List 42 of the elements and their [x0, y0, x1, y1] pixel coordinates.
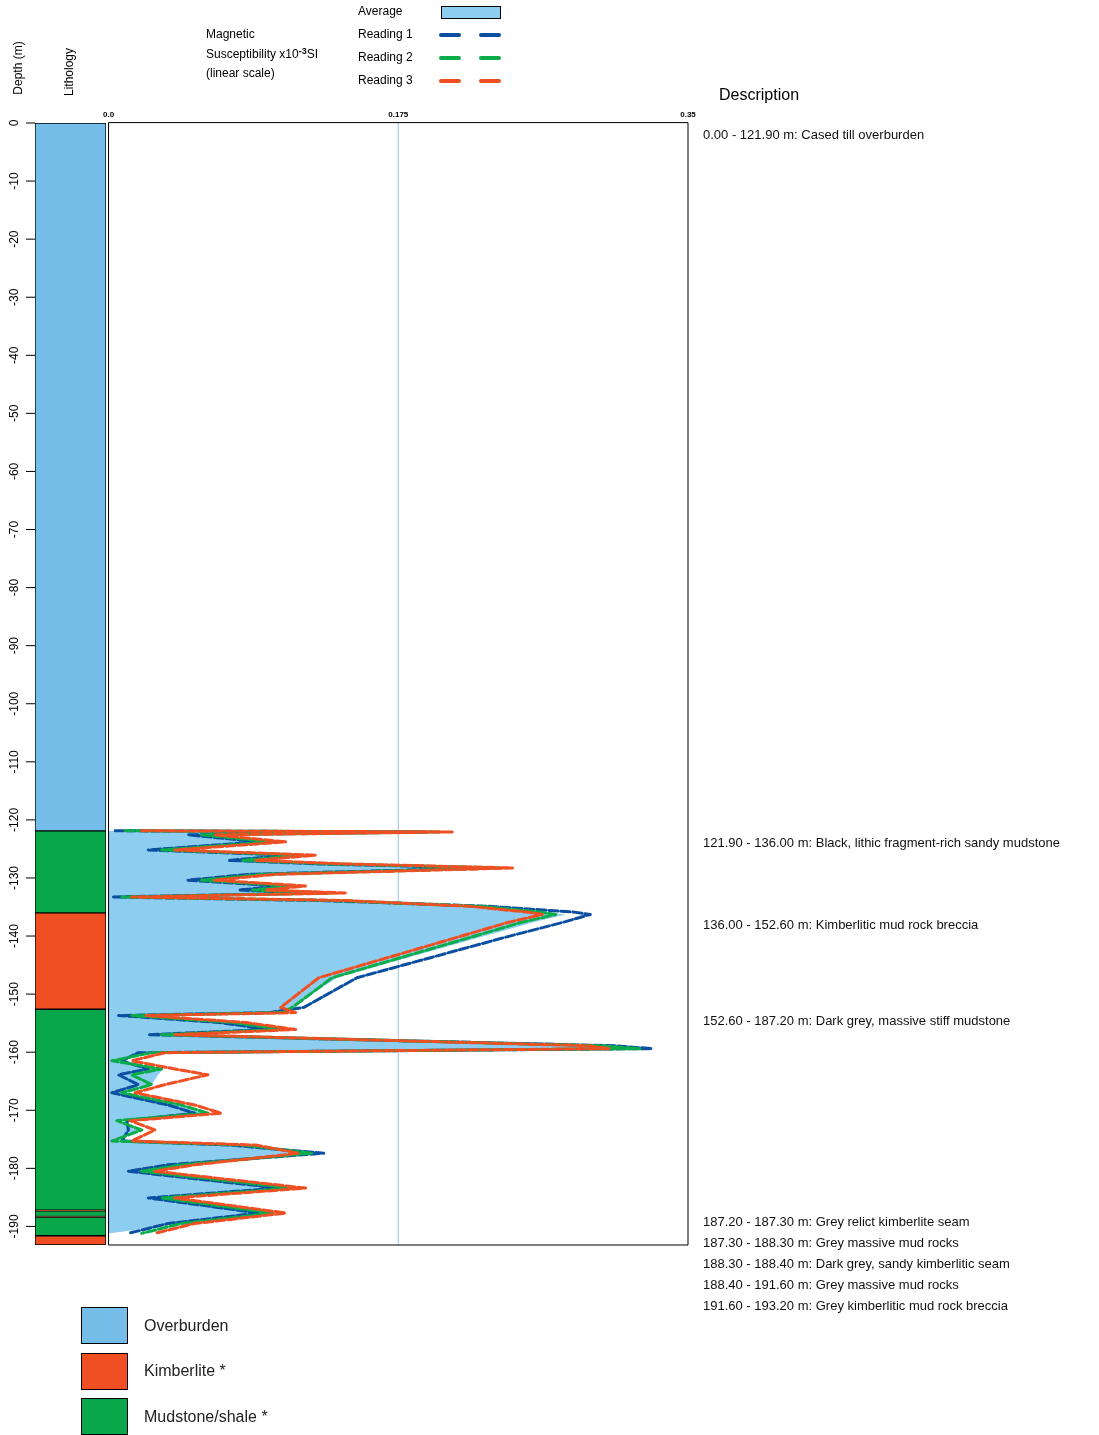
legend-label: Mudstone/shale *: [144, 1407, 268, 1426]
y-tick-label: -20: [7, 230, 22, 248]
text: 187.30 - 188.30 m: Grey massive mud rocks: [703, 1235, 959, 1251]
text: 187.20 - 187.30 m: Grey relict kimberlite seam: [703, 1214, 970, 1230]
text: 188.30 - 188.40 m: Dark grey, sandy kimberlitic seam: [703, 1256, 1010, 1272]
y-tick-label: -60: [7, 462, 22, 481]
text: 121.90 - 136.00 m: Black, lithic fragment-rich sandy mudstone: [703, 834, 1060, 850]
text: Overburden: [144, 1316, 229, 1335]
legend-label: Reading 3: [358, 73, 414, 88]
y-tick-label: -110: [7, 749, 22, 774]
y-tick-label: -80: [7, 578, 22, 597]
legend-label: Reading 1: [358, 27, 414, 42]
y-tick-label: -120: [7, 807, 22, 832]
y-tick-label: -90: [7, 636, 22, 655]
y-tick-label: -140: [7, 923, 22, 949]
y-tick-label: -100: [7, 691, 22, 716]
y-tick-label: -70: [7, 520, 22, 539]
text: 191.60 - 193.20 m: Grey kimberlitic mud rock breccia: [703, 1298, 1008, 1314]
y-tick-label: -50: [7, 404, 22, 423]
text: 0.00 - 121.90 m: Cased till overburden: [703, 127, 925, 142]
chart-title: Lithology: [62, 47, 77, 97]
y-tick-label: -150: [7, 981, 22, 1007]
y-tick-label: -160: [7, 1039, 22, 1065]
y-axis-title: Depth (m): [11, 41, 26, 95]
text: 136.00 - 152.60 m: Kimberlitic mud rock breccia: [703, 916, 979, 932]
y-tick-label: 0: [7, 119, 22, 127]
x-tick-label: 0.0: [103, 110, 115, 119]
y-tick-label: -40: [7, 346, 22, 364]
y-tick-label: -10: [7, 172, 22, 190]
text: Average: [358, 4, 403, 19]
legend-label: Reading 2: [358, 50, 414, 65]
y-tick-label: -190: [7, 1214, 22, 1239]
y-tick-label: -170: [7, 1097, 22, 1123]
text: 152.60 - 187.20 m: Dark grey, massive stiff mudstone: [703, 1013, 1011, 1029]
x-tick-label: 0.35: [680, 110, 697, 119]
x-tick-label: 0.175: [388, 110, 409, 119]
legend-label: Kimberlite *: [144, 1362, 226, 1380]
y-tick-label: -130: [7, 865, 22, 890]
y-tick-label: -30: [7, 288, 22, 306]
text: Description: [719, 86, 800, 104]
text: 188.40 - 191.60 m: Grey massive mud rocks: [703, 1277, 959, 1293]
y-tick-label: -180: [7, 1156, 22, 1181]
